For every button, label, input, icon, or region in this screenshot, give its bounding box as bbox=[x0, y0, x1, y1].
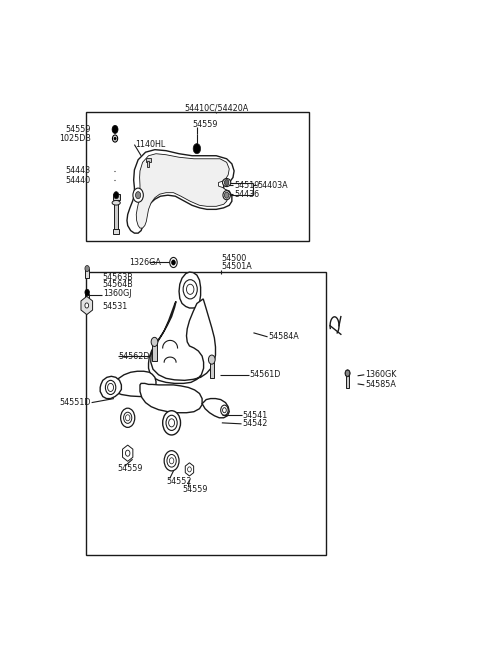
Text: 54440: 54440 bbox=[66, 175, 91, 185]
Text: 54559: 54559 bbox=[183, 485, 208, 494]
Text: 54562D: 54562D bbox=[119, 351, 150, 361]
Circle shape bbox=[225, 192, 229, 198]
Bar bbox=[346, 374, 349, 388]
Circle shape bbox=[151, 337, 158, 346]
Text: 54552: 54552 bbox=[166, 476, 192, 486]
Text: 54551D: 54551D bbox=[60, 398, 91, 407]
Circle shape bbox=[345, 371, 350, 376]
Polygon shape bbox=[148, 299, 216, 384]
Polygon shape bbox=[179, 272, 201, 308]
Circle shape bbox=[85, 265, 89, 271]
Text: 54410C/54420A: 54410C/54420A bbox=[184, 104, 248, 113]
Polygon shape bbox=[136, 154, 229, 228]
Ellipse shape bbox=[223, 179, 231, 187]
Bar bbox=[113, 194, 120, 200]
Ellipse shape bbox=[85, 303, 89, 308]
Bar bbox=[85, 269, 89, 278]
Text: 1025DB: 1025DB bbox=[59, 134, 91, 143]
Bar bbox=[114, 200, 118, 231]
Text: 54559: 54559 bbox=[192, 120, 217, 129]
Polygon shape bbox=[140, 384, 202, 413]
Text: 1326GA: 1326GA bbox=[129, 258, 161, 267]
Ellipse shape bbox=[164, 451, 179, 471]
Bar bbox=[152, 343, 156, 361]
Polygon shape bbox=[100, 376, 121, 399]
Circle shape bbox=[225, 179, 229, 185]
Text: 54584A: 54584A bbox=[268, 332, 299, 342]
Text: 54436: 54436 bbox=[234, 190, 259, 198]
Text: 54531: 54531 bbox=[103, 302, 128, 311]
Text: 54443: 54443 bbox=[66, 166, 91, 175]
Text: 54559: 54559 bbox=[65, 125, 91, 134]
Circle shape bbox=[193, 144, 201, 154]
Circle shape bbox=[112, 135, 118, 142]
Bar bbox=[147, 162, 149, 168]
Bar bbox=[145, 158, 151, 162]
Ellipse shape bbox=[183, 280, 197, 299]
Text: 54542: 54542 bbox=[242, 419, 268, 428]
Text: 1140HL: 1140HL bbox=[135, 140, 166, 149]
Polygon shape bbox=[110, 371, 156, 397]
Polygon shape bbox=[127, 150, 234, 233]
Ellipse shape bbox=[186, 284, 194, 294]
Text: 54501A: 54501A bbox=[222, 261, 252, 271]
Ellipse shape bbox=[120, 408, 135, 428]
Bar bbox=[86, 112, 309, 240]
Ellipse shape bbox=[223, 191, 230, 200]
Circle shape bbox=[188, 467, 192, 472]
Circle shape bbox=[208, 355, 215, 364]
Ellipse shape bbox=[167, 455, 176, 467]
Circle shape bbox=[133, 188, 144, 202]
Text: 54563B: 54563B bbox=[103, 273, 133, 282]
Ellipse shape bbox=[166, 415, 177, 430]
Circle shape bbox=[125, 450, 130, 456]
Text: 54585A: 54585A bbox=[365, 380, 396, 390]
Circle shape bbox=[171, 260, 175, 265]
Bar bbox=[86, 272, 326, 555]
Ellipse shape bbox=[106, 380, 116, 394]
Bar bbox=[113, 229, 119, 234]
Text: 54403A: 54403A bbox=[257, 181, 288, 190]
Circle shape bbox=[85, 289, 89, 296]
Bar bbox=[210, 361, 214, 378]
Text: 54500: 54500 bbox=[222, 254, 247, 263]
Text: 54564B: 54564B bbox=[103, 280, 133, 288]
Text: 54561D: 54561D bbox=[250, 371, 281, 379]
Ellipse shape bbox=[112, 200, 120, 205]
Ellipse shape bbox=[108, 384, 114, 392]
Circle shape bbox=[170, 258, 177, 267]
Ellipse shape bbox=[168, 419, 175, 427]
Circle shape bbox=[135, 192, 141, 198]
Polygon shape bbox=[202, 399, 229, 418]
Ellipse shape bbox=[221, 405, 228, 415]
Ellipse shape bbox=[124, 412, 132, 423]
Ellipse shape bbox=[223, 407, 226, 413]
Ellipse shape bbox=[163, 411, 180, 435]
Text: 1360GK: 1360GK bbox=[365, 371, 396, 379]
Text: 54541: 54541 bbox=[242, 411, 267, 420]
Text: 54519: 54519 bbox=[234, 181, 260, 190]
Text: 1360GJ: 1360GJ bbox=[103, 289, 132, 298]
Ellipse shape bbox=[169, 458, 174, 464]
Ellipse shape bbox=[125, 415, 130, 421]
Text: 54559: 54559 bbox=[118, 464, 143, 473]
Circle shape bbox=[114, 192, 119, 198]
Circle shape bbox=[345, 370, 350, 377]
Circle shape bbox=[114, 137, 116, 140]
Circle shape bbox=[112, 125, 118, 133]
Bar bbox=[85, 294, 89, 300]
